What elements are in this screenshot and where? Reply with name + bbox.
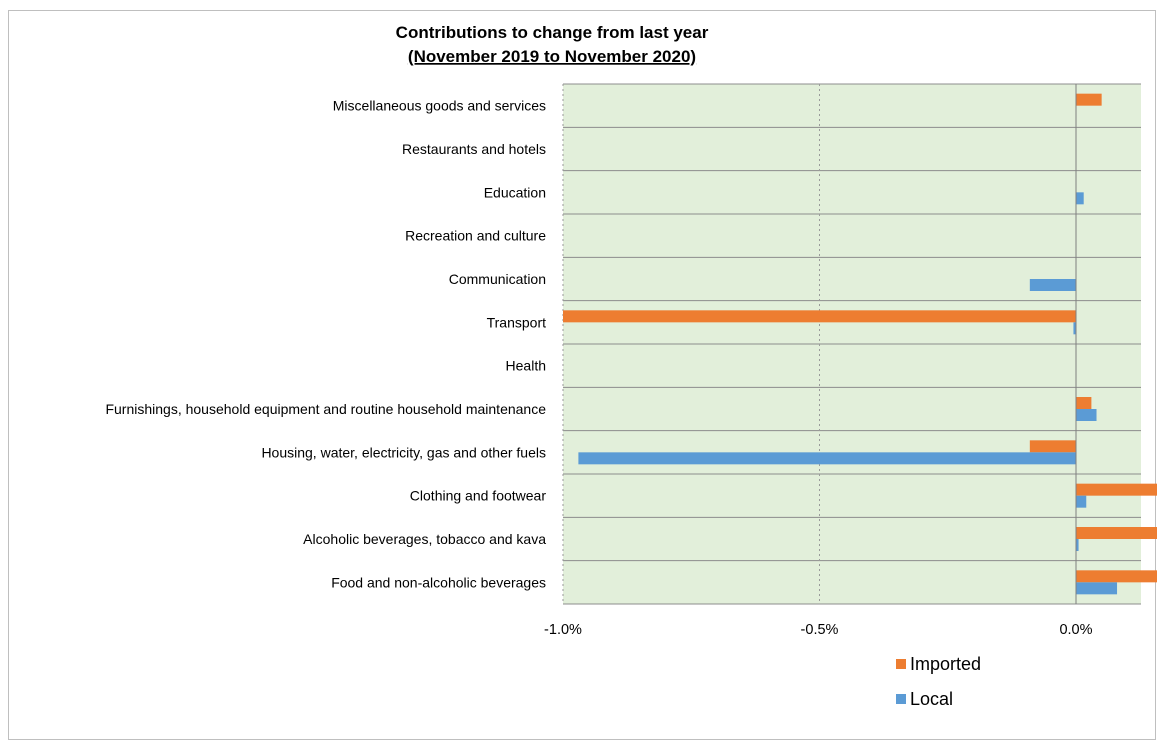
bar-local [1076, 409, 1097, 421]
legend: Imported Local [896, 654, 981, 709]
bar-local [578, 452, 1076, 465]
x-tick-label: 0.0% [1059, 622, 1092, 638]
legend-swatch-imported [896, 659, 906, 669]
chart-title: Contributions to change from last year [396, 23, 709, 42]
chart-subtitle: (November 2019 to November 2020) [408, 47, 696, 66]
category-label: Miscellaneous goods and services [333, 98, 546, 114]
category-label: Restaurants and hotels [402, 141, 546, 157]
bar-imported [1076, 93, 1102, 106]
bar-imported [1029, 440, 1076, 453]
bar-local [1076, 495, 1087, 508]
plot-area: -1.0%-0.5%0.0%0.5%1.0%Miscellaneous good… [105, 83, 1157, 638]
legend-swatch-local [896, 694, 906, 704]
x-tick-label: -1.0% [544, 622, 582, 638]
bar-local [1076, 582, 1118, 595]
category-label: Food and non-alcoholic beverages [331, 574, 546, 590]
bar-imported [1076, 570, 1157, 583]
category-label: Education [484, 184, 546, 200]
category-label: Recreation and culture [405, 228, 546, 244]
bar-imported [1076, 397, 1092, 409]
x-tick-label: -0.5% [801, 622, 839, 638]
legend-label-imported: Imported [910, 654, 981, 674]
category-label: Alcoholic beverages, tobacco and kava [303, 531, 546, 547]
bar-local [1076, 192, 1084, 205]
legend-label-local: Local [910, 689, 953, 709]
category-label: Housing, water, electricity, gas and oth… [261, 444, 546, 460]
bar-local [1029, 279, 1076, 291]
bar-imported [1076, 483, 1157, 496]
bar-local [1076, 539, 1079, 551]
category-label: Health [506, 358, 546, 374]
bar-local [1073, 322, 1076, 335]
category-label: Clothing and footwear [410, 488, 547, 504]
category-label: Communication [449, 271, 546, 287]
bar-imported [1076, 527, 1157, 539]
bar-imported [563, 310, 1076, 323]
category-label: Transport [487, 314, 547, 330]
category-label: Furnishings, household equipment and rou… [105, 401, 546, 417]
